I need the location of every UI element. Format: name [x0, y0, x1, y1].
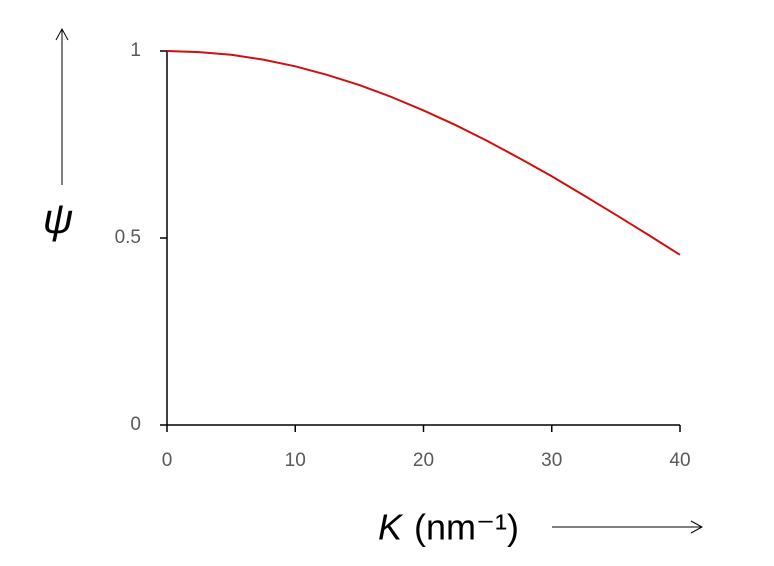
y-axis-label: ψ [43, 195, 74, 242]
y-tick-label: 1 [130, 40, 141, 61]
x-tick-label: 30 [541, 450, 562, 471]
x-arrow [552, 520, 704, 534]
x-tick-label: 0 [162, 450, 173, 471]
x-axis-label-symbol: K [378, 507, 404, 548]
y-tick-label: 0.5 [115, 227, 141, 248]
data-line [166, 50, 681, 256]
x-axis-label-unit: (nm⁻¹) [414, 507, 519, 548]
x-tick-label: 40 [669, 450, 690, 471]
x-tick-label: 20 [413, 450, 434, 471]
y-tick-label: 0 [130, 414, 141, 435]
y-arrow [55, 27, 69, 185]
x-tick-label: 10 [285, 450, 306, 471]
